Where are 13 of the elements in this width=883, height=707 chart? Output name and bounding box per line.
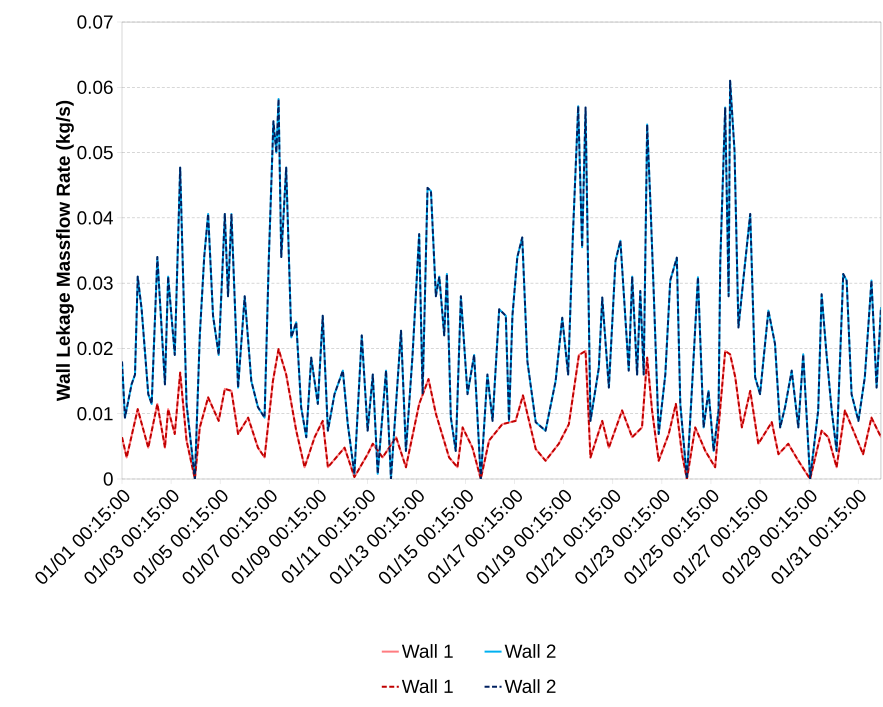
legend-label: Wall 2	[504, 679, 556, 694]
y-tick-label: 0	[104, 472, 113, 486]
y-tick-label: 0.05	[77, 146, 113, 160]
y-tick-label: 0.03	[77, 276, 113, 290]
y-tick-label: 0.06	[77, 80, 113, 94]
y-tick-label: 0.01	[77, 407, 113, 420]
y-tick-label: 0.04	[77, 211, 113, 225]
y-tick-label: 0.07	[77, 15, 113, 29]
legend-label: Wall 1	[402, 679, 453, 694]
y-axis-title: Wall Lekage Massflow Rate (kg/s)	[56, 100, 74, 402]
legend-label: Wall 1	[402, 644, 453, 658]
legend-label: Wall 2	[504, 644, 556, 658]
y-tick-label: 0.02	[77, 342, 113, 356]
